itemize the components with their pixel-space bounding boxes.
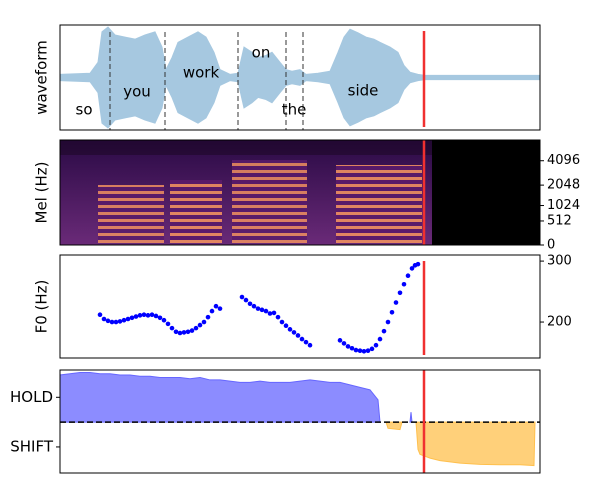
turn-area [409, 412, 413, 423]
f0-point [217, 306, 223, 311]
f0-point [365, 348, 371, 353]
word-label: so [76, 101, 93, 119]
f0-point [287, 327, 293, 332]
f0-point [361, 348, 367, 354]
f0-point [259, 307, 265, 313]
f0-point [345, 344, 351, 349]
f0-point [125, 316, 131, 322]
f0-point [101, 316, 107, 322]
f0-point [397, 290, 403, 296]
f0-point [373, 342, 379, 348]
f0-point [185, 329, 191, 335]
turn-area [415, 421, 536, 467]
f0-point [349, 345, 355, 351]
f0-point [303, 339, 309, 345]
word-label: you [123, 83, 151, 101]
f0-point [377, 336, 383, 342]
f0-point [209, 308, 215, 314]
f0-point [267, 311, 273, 316]
f0-point [213, 303, 219, 309]
panel-frame [59, 139, 541, 246]
turn-area [59, 371, 381, 423]
f0-point [121, 317, 127, 323]
word-label: side [348, 82, 379, 100]
f0-point [165, 321, 171, 327]
f0-point [97, 312, 103, 318]
f0-point [393, 300, 399, 305]
f0-point [279, 319, 285, 325]
f0-point [353, 347, 359, 353]
panel-frame [59, 24, 541, 131]
word-label: on [252, 44, 271, 62]
f0-point [357, 348, 363, 353]
spectrogram-image [60, 140, 540, 245]
f0-point [307, 342, 313, 348]
f0-point [141, 312, 147, 318]
word-label: work [183, 64, 220, 82]
y-axis-label: Mel (Hz) [33, 162, 51, 224]
f0-point [239, 294, 245, 300]
f0-point [271, 310, 277, 316]
f0-point [189, 328, 195, 333]
f0-point [291, 330, 297, 335]
f0-point [255, 306, 261, 311]
f0-point [193, 325, 199, 331]
panel-frame [59, 369, 541, 474]
f0-point [341, 341, 347, 346]
f0-point [405, 273, 411, 279]
f0-point [385, 319, 391, 325]
y-tick-label: 300 [547, 254, 572, 269]
f0-point [161, 317, 167, 323]
word-label: the [282, 101, 307, 119]
f0-point [137, 313, 143, 318]
f0-point [113, 319, 119, 325]
f0-point [197, 322, 203, 328]
panel-frame [59, 254, 541, 359]
f0-point [263, 308, 269, 314]
f0-point [173, 329, 179, 335]
y-tick-label: SHIFT [10, 437, 54, 455]
y-tick-label: HOLD [10, 388, 53, 406]
f0-point [337, 338, 343, 343]
f0-point [401, 281, 407, 287]
turn-area [385, 421, 403, 431]
f0-point [275, 314, 281, 320]
y-tick-label: 0 [547, 238, 555, 253]
y-tick-label: 2048 [547, 178, 580, 193]
f0-point [251, 303, 257, 309]
f0-point [105, 318, 111, 324]
f0-point [109, 319, 115, 325]
f0-point [243, 297, 249, 303]
y-tick-label: 4096 [547, 153, 580, 168]
f0-point [299, 336, 305, 342]
f0-point [157, 315, 163, 321]
y-tick-label: 512 [547, 213, 572, 228]
y-tick-label: 1024 [547, 198, 580, 213]
y-axis-label: F0 (Hz) [33, 280, 51, 334]
f0-point [409, 266, 415, 271]
f0-point [205, 314, 211, 320]
f0-point [181, 330, 187, 335]
f0-point [145, 313, 151, 318]
f0-point [133, 314, 139, 319]
f0-point [153, 313, 159, 319]
f0-point [149, 312, 155, 318]
f0-point [369, 346, 375, 352]
y-axis-label: waveform [33, 40, 51, 115]
f0-point [283, 323, 289, 328]
f0-point [295, 333, 301, 338]
f0-point [117, 319, 123, 324]
f0-point [415, 261, 421, 267]
y-tick-label: 200 [547, 315, 572, 330]
f0-point [389, 309, 395, 315]
f0-point [169, 325, 175, 331]
f0-point [201, 319, 207, 325]
f0-point [129, 315, 135, 321]
f0-point [177, 330, 183, 336]
f0-point [247, 301, 253, 307]
f0-point [381, 328, 387, 334]
